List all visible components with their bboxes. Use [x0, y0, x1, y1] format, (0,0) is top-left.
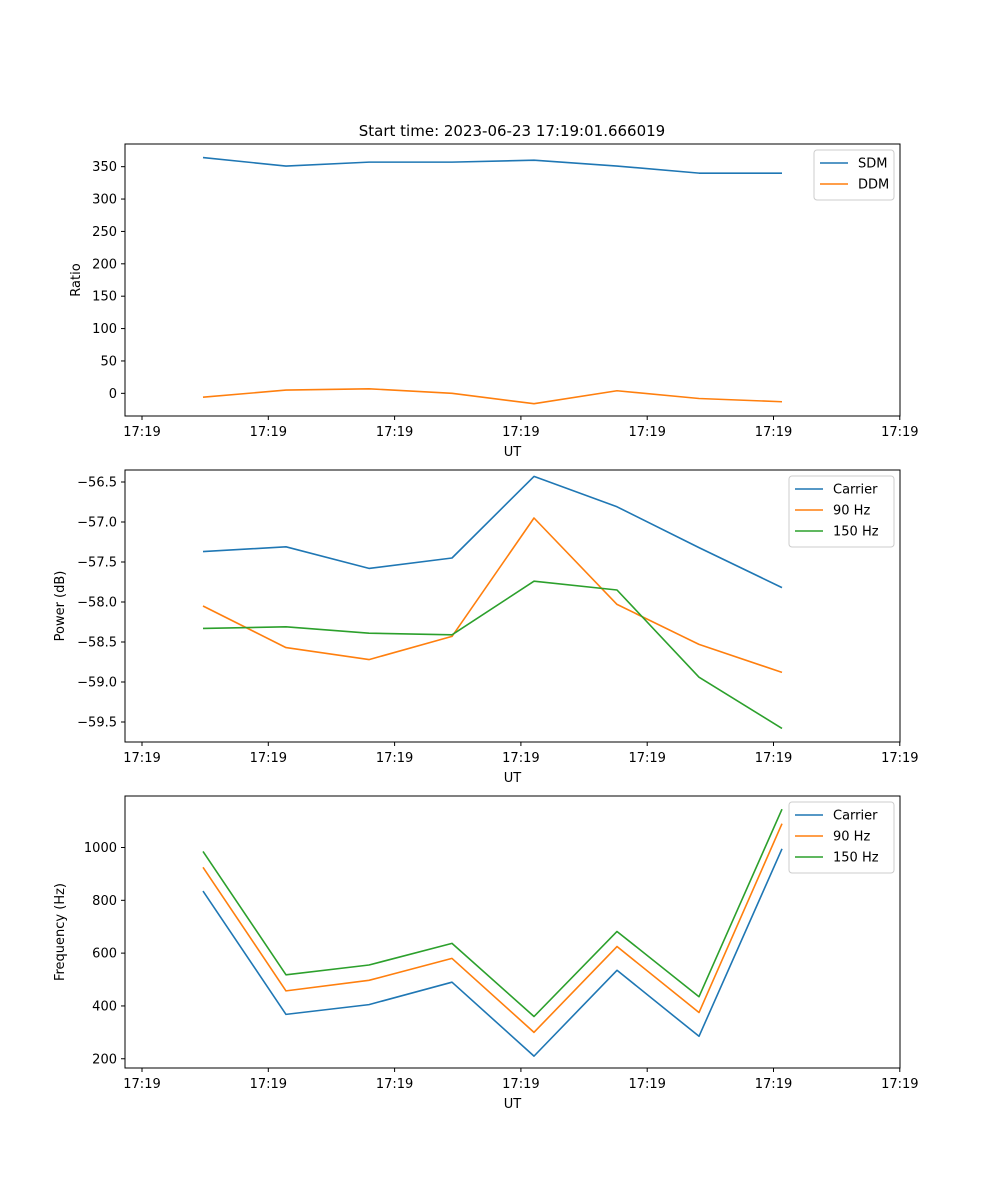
- x-tick-label: 17:19: [502, 1077, 539, 1092]
- x-tick-label: 17:19: [881, 751, 918, 766]
- x-tick-label: 17:19: [376, 1077, 413, 1092]
- x-axis-label: UT: [504, 1097, 522, 1112]
- x-tick-label: 17:19: [881, 1077, 918, 1092]
- x-tick-label: 17:19: [755, 751, 792, 766]
- y-tick-label: 200: [92, 257, 117, 272]
- series-line-carrier: [202, 475, 783, 589]
- axes-frame: [124, 143, 901, 417]
- y-tick-label: 100: [92, 322, 117, 337]
- y-tick-label: 800: [92, 894, 117, 909]
- series-line-90-hz: [202, 823, 783, 1034]
- x-axis-label: UT: [504, 445, 522, 460]
- series-line-sdm: [202, 156, 782, 174]
- y-tick-label: −59.5: [77, 716, 117, 731]
- x-tick-label: 17:19: [250, 1077, 287, 1092]
- legend-label: 150 Hz: [833, 851, 879, 866]
- series-line-90-hz: [202, 517, 783, 674]
- y-tick-label: −59.0: [77, 676, 117, 691]
- y-axis-label: Power (dB): [53, 571, 68, 642]
- axes-frame: [124, 469, 901, 743]
- y-tick-label: 200: [92, 1052, 117, 1067]
- y-tick-label: −57.0: [77, 516, 117, 531]
- x-tick-label: 17:19: [755, 1077, 792, 1092]
- x-tick-label: 17:19: [123, 751, 160, 766]
- x-tick-label: 17:19: [250, 425, 287, 440]
- x-tick-label: 17:19: [502, 425, 539, 440]
- series-line-150-hz: [202, 580, 783, 730]
- y-axis-label: Ratio: [69, 263, 84, 296]
- y-axis-label: Frequency (Hz): [53, 883, 68, 981]
- y-tick-label: 50: [100, 354, 117, 369]
- y-tick-label: 250: [92, 225, 117, 240]
- figure-title: Start time: 2023-06-23 17:19:01.666019: [359, 122, 665, 140]
- y-tick-label: 600: [92, 947, 117, 962]
- legend-label: 90 Hz: [833, 504, 870, 519]
- y-tick-label: −58.5: [77, 636, 117, 651]
- subplot-3: 17:19 17:19 17:19 17:19 17:19 17:19 17:19 UT 200…: [53, 795, 919, 1112]
- y-tick-label: −58.0: [77, 596, 117, 611]
- legend-label: Carrier: [833, 809, 878, 824]
- x-tick-label: 17:19: [376, 425, 413, 440]
- y-tick-label: 300: [92, 193, 117, 208]
- x-tick-label: 17:19: [628, 751, 665, 766]
- x-tick-label: 17:19: [376, 751, 413, 766]
- x-tick-label: 17:19: [123, 1077, 160, 1092]
- legend: Carrier 90 Hz 150 Hz: [788, 801, 895, 874]
- legend-label: Carrier: [833, 483, 878, 498]
- series-line-carrier: [202, 848, 783, 1057]
- x-tick-label: 17:19: [628, 425, 665, 440]
- subplot-2: 17:19 17:19 17:19 17:19 17:19 17:19 17:19 UT −59…: [53, 469, 919, 786]
- y-tick-label: −57.5: [77, 556, 117, 571]
- subplot-1: 17:19 17:19 17:19 17:19 17:19 17:19 17:19 UT 0 50…: [69, 143, 919, 460]
- y-tick-label: 150: [92, 290, 117, 305]
- x-tick-label: 17:19: [881, 425, 918, 440]
- legend-label: 150 Hz: [833, 525, 879, 540]
- series-line-ddm: [202, 387, 783, 405]
- legend-label: SDM: [858, 157, 887, 172]
- y-tick-label: 1000: [84, 841, 117, 856]
- axes-frame: [124, 795, 901, 1069]
- y-tick-label: 0: [109, 387, 117, 402]
- legend-box: [788, 801, 895, 874]
- y-tick-label: 350: [92, 160, 117, 175]
- y-tick-label: 400: [92, 999, 117, 1014]
- x-tick-label: 17:19: [628, 1077, 665, 1092]
- legend: Carrier 90 Hz 150 Hz: [788, 475, 895, 548]
- x-tick-label: 17:19: [123, 425, 160, 440]
- legend-box: [788, 475, 895, 548]
- x-tick-label: 17:19: [755, 425, 792, 440]
- legend-label: 90 Hz: [833, 830, 870, 845]
- series-line-150-hz: [202, 808, 783, 1018]
- y-tick-label: −56.5: [77, 476, 117, 491]
- legend-label: DDM: [858, 178, 889, 193]
- legend: SDM DDM: [813, 149, 895, 201]
- x-axis-label: UT: [504, 771, 522, 786]
- x-tick-label: 17:19: [502, 751, 539, 766]
- x-tick-label: 17:19: [250, 751, 287, 766]
